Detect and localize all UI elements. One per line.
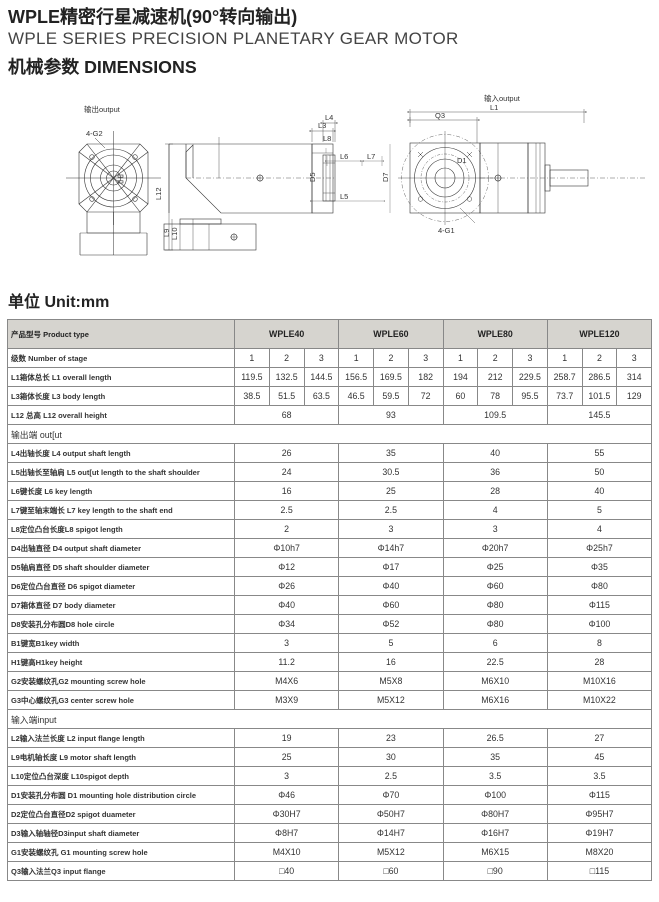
svg-text:D5: D5 — [308, 172, 317, 182]
svg-text:L12: L12 — [154, 187, 163, 200]
svg-text:L4: L4 — [325, 113, 333, 122]
svg-text:L5: L5 — [340, 192, 348, 201]
svg-text:D7: D7 — [381, 172, 390, 182]
svg-text:L10: L10 — [170, 227, 179, 240]
svg-text:L1: L1 — [490, 103, 498, 112]
svg-text:Q3: Q3 — [435, 111, 445, 120]
svg-text:D1: D1 — [457, 156, 467, 165]
svg-text:L3: L3 — [318, 121, 326, 130]
svg-text:输出output: 输出output — [84, 104, 121, 114]
svg-text:L6: L6 — [340, 152, 348, 161]
svg-text:输入output: 输入output — [484, 93, 521, 103]
svg-text:4-G1: 4-G1 — [438, 226, 455, 235]
svg-text:L7: L7 — [367, 152, 375, 161]
svg-text:L8: L8 — [323, 134, 331, 143]
svg-text:4-G2: 4-G2 — [86, 129, 103, 138]
